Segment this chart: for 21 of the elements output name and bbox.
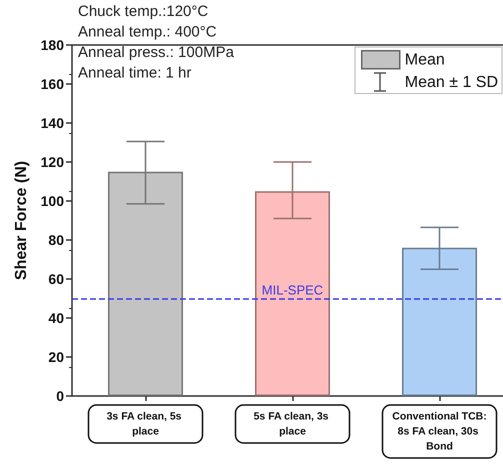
- legend-label: Mean: [404, 51, 445, 68]
- y-tick-label: 100: [40, 193, 64, 209]
- x-tick-label: Conventional TCB: 8s FA clean, 30s Bond: [392, 410, 487, 452]
- y-tick-label: 80: [48, 232, 64, 248]
- y-tick-label: 180: [40, 37, 64, 53]
- y-tick-label: 120: [40, 154, 64, 170]
- y-tick-label: 160: [40, 76, 64, 92]
- y-tick-label: 60: [48, 271, 64, 287]
- text: Anneal temp.: 400°C: [78, 24, 217, 40]
- annotation: Anneal time: 1 hr: [78, 64, 192, 82]
- y-tick-label: 0: [56, 388, 64, 404]
- x-tick-label: 5s FA clean, 3s place: [254, 410, 332, 438]
- y-axis-title: Shear Force (N): [13, 160, 30, 280]
- y-tick-label: 40: [48, 310, 64, 326]
- y-tick-label: 20: [48, 349, 64, 365]
- x-tick-label: 3s FA clean, 5s place: [106, 410, 184, 438]
- y-tick-label: 140: [40, 115, 64, 131]
- text: Chuck temp.:120°C: [78, 3, 208, 20]
- annotation: Mean ± 1 SD: [404, 74, 498, 91]
- annotation: Anneal press.: 100MPa: [78, 44, 235, 61]
- ref-line-label: MIL-SPEC: [262, 282, 324, 298]
